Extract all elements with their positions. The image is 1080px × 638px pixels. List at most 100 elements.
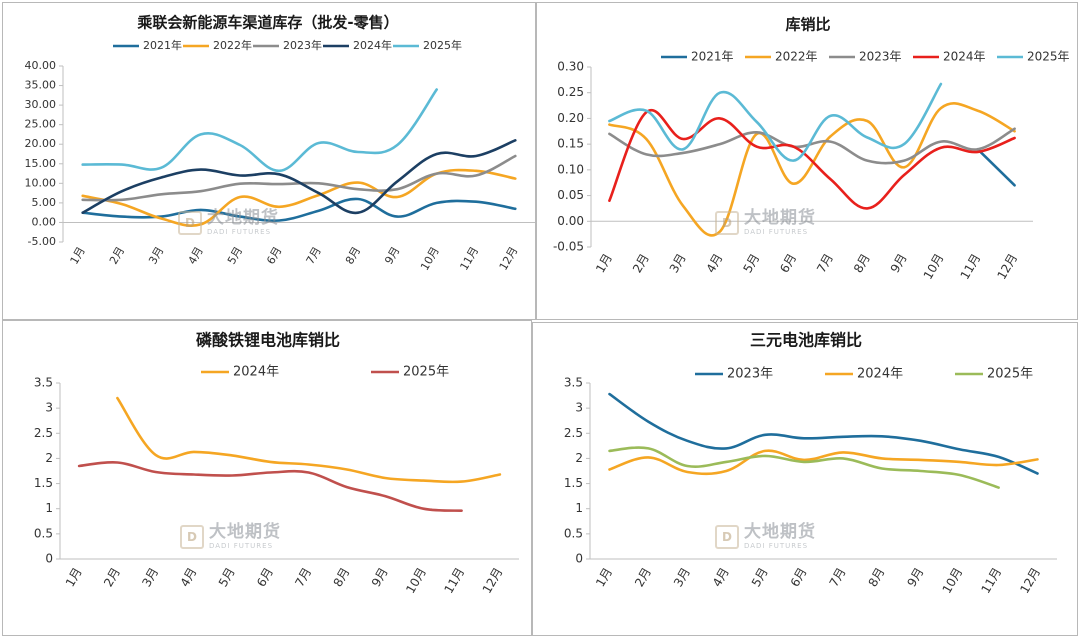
series-line [608, 446, 1000, 489]
series-line [116, 396, 502, 484]
y-tick-label: 0.5 [564, 526, 583, 540]
y-tick-label: 2 [575, 451, 583, 465]
legend-label: 2024年 [943, 50, 986, 64]
x-tick-label: 5月 [740, 251, 762, 275]
series-line [77, 461, 463, 512]
x-tick-label: 7月 [827, 565, 849, 589]
legend-label: 2023年 [859, 50, 902, 64]
x-tick-label: 7月 [304, 245, 324, 267]
x-tick-label: 3月 [146, 244, 166, 266]
x-tick-label: 11月 [958, 251, 984, 282]
x-tick-label: 8月 [343, 245, 363, 267]
x-tick-label: 6月 [254, 565, 276, 589]
x-tick-label: 11月 [441, 565, 467, 596]
legend-label: 2025年 [403, 365, 449, 380]
legend-label: 2021年 [143, 38, 182, 52]
chart-lfp-battery-ratio: 磷酸铁锂电池库销比 2024年 2025年 0 0.5 1 1.5 2 2.5 3 3.5 1月 2月 3… [34, 331, 519, 596]
chart-panel-channel-inventory: 乘联会新能源车渠道库存（批发-零售） 2021年 2022年 2023年 2024年 20… [2, 2, 536, 320]
y-tick-label: 2 [45, 451, 53, 465]
chart-title: 乘联会新能源车渠道库存（批发-零售） [136, 14, 398, 32]
x-tick-label: 8月 [866, 565, 888, 589]
legend-label: 2021年 [691, 50, 734, 64]
y-tick-label: 0 [575, 552, 583, 566]
y-tick-label: 0.00 [557, 214, 584, 228]
x-tick-label: 4月 [710, 565, 732, 589]
chart-title: 三元电池库销比 [750, 331, 862, 350]
x-tick-label: 9月 [369, 565, 391, 589]
legend-label: 2024年 [353, 38, 392, 52]
series-line [81, 139, 517, 215]
series-line [81, 88, 438, 173]
series-line [608, 82, 943, 162]
x-tick-label: 2月 [632, 565, 654, 589]
x-tick-label: 1月 [63, 565, 85, 589]
x-tick-label: 4月 [178, 565, 200, 589]
x-tick-label: 1月 [68, 245, 88, 267]
chart-panel-lfp-battery-ratio: 磷酸铁锂电池库销比 2024年 2025年 0 0.5 1 1.5 2 2.5 3 3.5 1月 2月 3… [2, 320, 532, 636]
x-tick-label: 10月 [418, 245, 442, 273]
series-line [81, 154, 517, 202]
x-tick-label: 1月 [593, 251, 615, 275]
y-tick-label: 0.10 [557, 162, 584, 176]
x-tick-label: 3月 [671, 565, 693, 589]
y-tick-label: 10.00 [25, 176, 57, 189]
x-tick-label: 6月 [264, 244, 284, 266]
x-tick-label: 11月 [978, 565, 1004, 596]
series-line [608, 108, 1016, 210]
x-tick-label: 9月 [904, 565, 926, 589]
legend-label: 2024年 [233, 365, 279, 380]
x-tick-label: 7月 [814, 251, 836, 275]
y-tick-label: 0.30 [557, 60, 584, 74]
legend-label: 2025年 [1027, 50, 1070, 64]
y-tick-label: 20.00 [25, 137, 57, 150]
y-tick-label: 1.5 [34, 476, 53, 490]
x-tick-label: 12月 [994, 251, 1020, 282]
y-tick-label: 2.5 [564, 426, 583, 440]
x-tick-label: 4月 [704, 251, 726, 275]
x-tick-label: 5月 [225, 245, 245, 267]
y-tick-label: 30.00 [25, 98, 57, 111]
x-tick-label: 9月 [888, 251, 910, 275]
y-tick-label: 0.20 [557, 111, 584, 125]
series-line [976, 148, 1016, 187]
chart-title: 库销比 [785, 16, 830, 34]
chart-channel-inventory: 乘联会新能源车渠道库存（批发-零售） 2021年 2022年 2023年 2024年 20… [25, 14, 535, 273]
x-tick-label: 12月 [497, 244, 521, 272]
y-tick-label: 0.15 [557, 137, 584, 151]
y-tick-label: 0.5 [34, 526, 53, 540]
y-tick-label: 15.00 [25, 157, 57, 170]
y-tick-label: 40.00 [25, 59, 57, 72]
series-line [608, 449, 1039, 476]
y-tick-label: 0.00 [32, 215, 57, 228]
x-tick-label: 8月 [331, 565, 353, 589]
x-tick-label: 12月 [1017, 565, 1043, 596]
x-tick-label: 3月 [139, 565, 161, 589]
legend-label: 2024年 [857, 367, 903, 382]
x-tick-label: 9月 [382, 244, 402, 266]
x-tick-label: 4月 [186, 245, 206, 267]
legend-label: 2022年 [213, 38, 252, 52]
x-tick-label: 6月 [788, 565, 810, 589]
x-tick-label: 3月 [667, 251, 689, 275]
series-line [608, 102, 1016, 237]
y-tick-label: -5.00 [28, 235, 56, 248]
chart-ternary-battery-ratio: 三元电池库销比 2023年 2024年 2025年 0 0.5 1 1.5 2 2.5 3 3.5 1月… [564, 331, 1057, 596]
x-tick-label: 5月 [749, 565, 771, 589]
y-tick-label: 3 [45, 401, 53, 415]
series-line [608, 127, 1016, 165]
y-tick-label: 1 [575, 501, 583, 515]
y-tick-label: 2.5 [34, 426, 53, 440]
y-tick-label: 3.5 [34, 376, 53, 390]
legend-label: 2025年 [987, 367, 1033, 382]
legend-label: 2025年 [423, 38, 462, 52]
y-tick-label: 1.5 [564, 476, 583, 490]
legend-label: 2022年 [775, 50, 818, 64]
y-tick-label: 5.00 [32, 196, 57, 209]
y-tick-label: 1 [45, 501, 53, 515]
x-tick-label: 6月 [777, 251, 799, 275]
legend-label: 2023年 [727, 367, 773, 382]
y-tick-label: 0.05 [557, 188, 584, 202]
x-tick-label: 10月 [921, 251, 947, 282]
y-tick-label: 3.5 [564, 376, 583, 390]
y-tick-label: 25.00 [25, 118, 57, 131]
